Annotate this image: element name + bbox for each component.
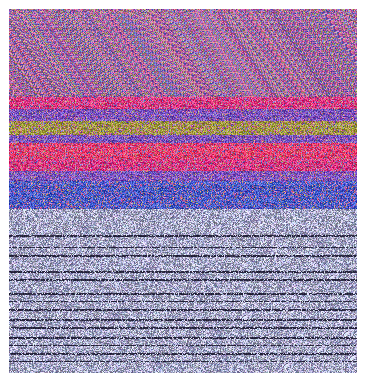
static-noise-image [9, 9, 357, 373]
